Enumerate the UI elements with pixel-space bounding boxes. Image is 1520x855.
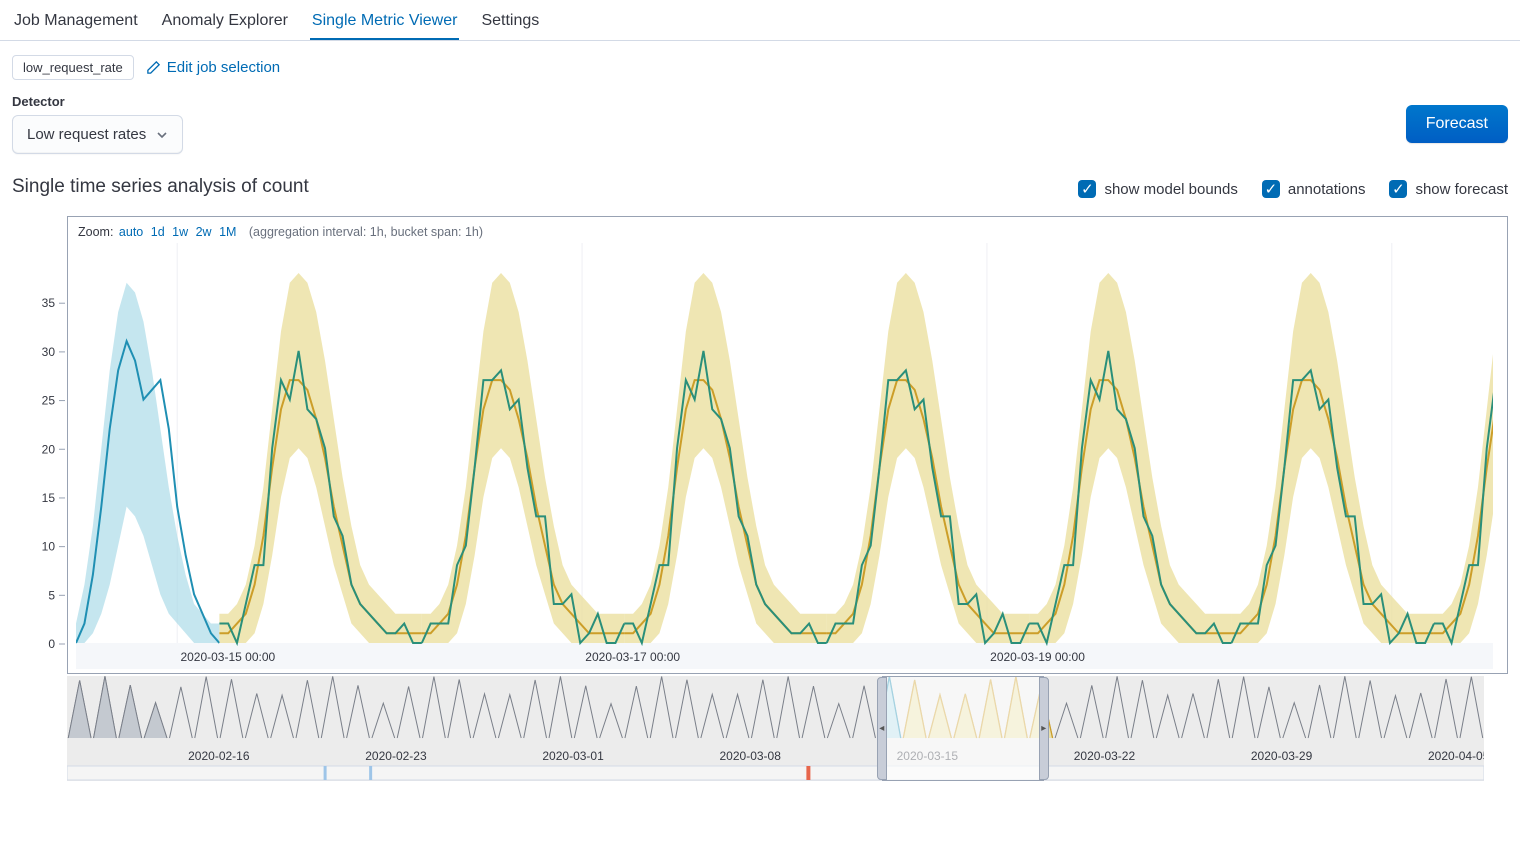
checkbox-icon: ✓ [1389,180,1407,198]
tab-settings[interactable]: Settings [479,8,541,40]
svg-text:25: 25 [42,394,56,408]
toggle-annotations-label: annotations [1288,181,1366,198]
checkbox-icon: ✓ [1078,180,1096,198]
svg-text:2020-03-22: 2020-03-22 [1074,749,1136,763]
chart-title: Single time series analysis of count [12,176,309,198]
svg-text:2020-04-05: 2020-04-05 [1428,749,1484,763]
main-chart-svg: 2020-03-15 00:00 2020-03-17 00:00 2020-03-… [76,243,1493,673]
zoom-1M[interactable]: 1M [219,225,236,239]
svg-text:2020-02-23: 2020-02-23 [365,749,427,763]
zoom-1w[interactable]: 1w [172,225,188,239]
svg-text:2020-03-29: 2020-03-29 [1251,749,1313,763]
forecast-button[interactable]: Forecast [1406,105,1508,143]
zoom-prefix: Zoom: [78,225,113,239]
detector-row: Detector Low request rates Forecast [0,94,1520,166]
detector-select[interactable]: Low request rates [12,115,183,154]
brush-handle-right[interactable]: ▸ [1039,677,1049,780]
svg-text:2020-03-01: 2020-03-01 [542,749,604,763]
svg-text:20: 20 [42,442,56,456]
tab-job-management[interactable]: Job Management [12,8,140,40]
main-chart[interactable]: Zoom: auto 1d 1w 2w 1M (aggregation inte… [67,216,1508,674]
checkbox-icon: ✓ [1262,180,1280,198]
edit-job-selection-link[interactable]: Edit job selection [146,59,280,76]
tab-single-metric-viewer[interactable]: Single Metric Viewer [310,8,460,40]
y-axis: 0 5 10 15 20 25 30 35 [12,216,67,674]
zoom-info: (aggregation interval: 1h, bucket span: … [249,225,483,239]
svg-text:15: 15 [42,491,56,505]
svg-text:2020-03-19 00:00: 2020-03-19 00:00 [990,650,1085,664]
svg-text:2020-03-08: 2020-03-08 [720,749,782,763]
svg-text:2020-03-17 00:00: 2020-03-17 00:00 [585,650,680,664]
svg-text:35: 35 [42,296,56,310]
toggle-model-bounds[interactable]: ✓ show model bounds [1078,180,1237,198]
detector-selected-value: Low request rates [27,126,146,143]
zoom-1d[interactable]: 1d [151,225,165,239]
job-toolbar: low_request_rate Edit job selection [0,41,1520,94]
chevron-down-icon [156,129,168,141]
svg-text:5: 5 [48,588,55,602]
svg-text:2020-02-16: 2020-02-16 [188,749,250,763]
svg-text:2020-03-15 00:00: 2020-03-15 00:00 [180,650,275,664]
zoom-row: Zoom: auto 1d 1w 2w 1M (aggregation inte… [76,223,1499,243]
pencil-icon [146,60,161,75]
svg-text:30: 30 [42,345,56,359]
toggle-forecast[interactable]: ✓ show forecast [1389,180,1508,198]
svg-text:10: 10 [42,540,56,554]
chart-toggles: ✓ show model bounds ✓ annotations ✓ show… [1078,180,1508,198]
tab-anomaly-explorer[interactable]: Anomaly Explorer [160,8,290,40]
svg-text:0: 0 [48,637,55,651]
time-brush[interactable]: ◂ ▸ [882,676,1044,781]
toggle-annotations[interactable]: ✓ annotations [1262,180,1366,198]
overview-chart[interactable]: 2020-02-16 2020-02-23 2020-03-01 2020-03-08… [67,676,1508,781]
zoom-2w[interactable]: 2w [196,225,212,239]
overview-svg: 2020-02-16 2020-02-23 2020-03-01 2020-03-08… [67,676,1484,781]
brush-handle-left[interactable]: ◂ [877,677,887,780]
zoom-auto[interactable]: auto [119,225,143,239]
detector-label: Detector [12,94,183,109]
job-chip[interactable]: low_request_rate [12,55,134,80]
toggle-model-bounds-label: show model bounds [1104,181,1237,198]
toggle-forecast-label: show forecast [1415,181,1508,198]
edit-job-selection-label: Edit job selection [167,59,280,76]
main-chart-container: 0 5 10 15 20 25 30 35 Zoom: auto 1d 1w 2w 1M (a… [12,216,1508,781]
chart-header: Single time series analysis of count ✓ s… [0,176,1520,210]
top-tabs: Job Management Anomaly Explorer Single M… [0,0,1520,41]
